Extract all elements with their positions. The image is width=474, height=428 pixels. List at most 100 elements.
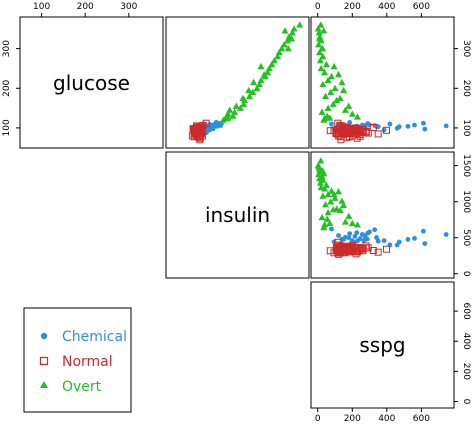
tick-label: 200 bbox=[461, 80, 471, 97]
point-overt bbox=[290, 25, 298, 32]
point-overt bbox=[324, 209, 332, 216]
point-normal bbox=[350, 127, 358, 135]
point-overt bbox=[281, 27, 289, 34]
point-overt bbox=[324, 104, 332, 111]
point-normal bbox=[350, 244, 358, 252]
point-overt bbox=[327, 88, 335, 95]
point-normal bbox=[340, 130, 348, 138]
panel-frame bbox=[165, 16, 310, 149]
point-overt bbox=[331, 84, 339, 92]
point-overt bbox=[236, 104, 244, 111]
point-overt bbox=[318, 214, 326, 221]
point-chemical bbox=[374, 235, 379, 240]
point-overt bbox=[324, 76, 332, 84]
bottom-axis: 0 200 400 600 bbox=[315, 408, 430, 424]
point-overt bbox=[329, 100, 337, 107]
legend-label-overt: Overt bbox=[62, 379, 102, 395]
point-overt bbox=[278, 45, 286, 52]
point-chemical bbox=[443, 232, 449, 237]
point-overt bbox=[341, 106, 349, 113]
tick-label: 600 bbox=[413, 2, 430, 12]
point-normal bbox=[374, 248, 382, 256]
point-normal bbox=[383, 126, 390, 134]
point-overt bbox=[333, 96, 341, 103]
point-overt bbox=[264, 68, 272, 76]
point-normal bbox=[346, 245, 354, 253]
point-chemical bbox=[422, 241, 428, 247]
point-overt bbox=[231, 108, 239, 115]
point-chemical bbox=[329, 121, 334, 127]
tick-label: 600 bbox=[413, 414, 430, 424]
tick-label: 100 bbox=[461, 119, 471, 136]
point-overt bbox=[317, 21, 325, 28]
point-overt bbox=[324, 191, 332, 198]
tick-label: 300 bbox=[2, 40, 12, 57]
point-chemical bbox=[336, 233, 341, 238]
point-chemical bbox=[361, 238, 367, 244]
point-overt bbox=[240, 100, 248, 107]
left-axis: 100 200 300 bbox=[2, 40, 20, 136]
point-normal bbox=[355, 244, 363, 252]
legend-marker-overt bbox=[40, 381, 48, 388]
point-normal bbox=[383, 245, 390, 253]
point-overt bbox=[338, 78, 346, 86]
point-overt bbox=[317, 183, 325, 191]
point-overt bbox=[317, 157, 325, 164]
point-chemical bbox=[412, 236, 417, 241]
point-overt bbox=[257, 62, 265, 70]
point-overt bbox=[335, 70, 342, 78]
point-normal bbox=[192, 130, 200, 138]
point-overt bbox=[253, 84, 261, 92]
tick-label: 400 bbox=[461, 333, 471, 350]
point-overt bbox=[274, 53, 282, 60]
point-overt bbox=[315, 29, 323, 36]
point-chemical bbox=[381, 127, 387, 133]
point-chemical bbox=[346, 235, 352, 241]
point-overt bbox=[326, 219, 334, 227]
point-overt bbox=[246, 92, 253, 99]
point-overt bbox=[328, 72, 335, 80]
legend: Chemical Normal Overt bbox=[23, 307, 132, 413]
point-normal bbox=[202, 119, 210, 127]
tick-label: 200 bbox=[461, 363, 471, 380]
point-overt bbox=[315, 41, 323, 48]
point-overt bbox=[336, 206, 344, 214]
point-overt bbox=[322, 92, 329, 99]
point-overt bbox=[284, 45, 292, 52]
point-normal bbox=[369, 124, 377, 131]
point-overt bbox=[232, 102, 240, 109]
point-normal bbox=[196, 126, 204, 134]
point-normal bbox=[326, 247, 334, 255]
point-chemical bbox=[354, 230, 360, 236]
point-overt bbox=[348, 110, 356, 117]
point-overt bbox=[328, 187, 335, 194]
panel-sspg-vs-insulin bbox=[310, 151, 455, 279]
point-overt bbox=[219, 116, 227, 123]
point-chemical bbox=[329, 226, 334, 232]
tick-label: 100 bbox=[2, 119, 12, 136]
panel-sspg-vs-glucose bbox=[310, 16, 455, 149]
point-chemical bbox=[349, 238, 355, 244]
point-overt bbox=[321, 221, 329, 228]
point-chemical bbox=[412, 122, 417, 128]
point-chemical bbox=[405, 123, 411, 129]
tick-label: 400 bbox=[378, 414, 395, 424]
point-overt bbox=[327, 198, 335, 205]
point-overt bbox=[322, 181, 330, 188]
point-overt bbox=[319, 53, 327, 60]
point-overt bbox=[245, 86, 253, 93]
panel-insulin-label bbox=[165, 151, 310, 279]
top-axis: 100 200 300 0 200 400 600 bbox=[33, 2, 430, 17]
point-normal bbox=[335, 125, 343, 133]
legend-marker-chemical bbox=[40, 332, 48, 340]
point-chemical bbox=[387, 121, 393, 127]
point-chemical bbox=[211, 122, 217, 128]
point-chemical bbox=[421, 120, 426, 126]
point-chemical bbox=[422, 126, 428, 132]
point-normal bbox=[369, 247, 377, 254]
right-axis: 100 200 300 0 500 1000 1500 0 200 400 600 bbox=[454, 40, 471, 405]
variable-label-sspg: sspg bbox=[359, 333, 405, 357]
point-overt bbox=[280, 41, 288, 48]
point-overt bbox=[336, 94, 344, 101]
